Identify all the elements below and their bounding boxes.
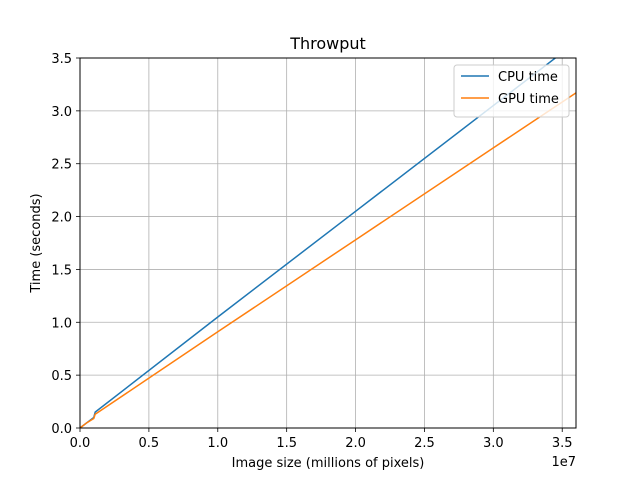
y-tick-label: 1.0 <box>51 316 72 331</box>
x-tick-label: 3.5 <box>552 436 573 451</box>
legend-label: CPU time <box>498 70 558 85</box>
legend-label: GPU time <box>498 92 559 107</box>
x-axis-label: Image size (millions of pixels) <box>232 456 425 471</box>
y-tick-label: 1.5 <box>51 263 72 278</box>
x-tick-label: 1.5 <box>276 436 297 451</box>
y-axis-ticks: 0.0 0.5 1.0 1.5 2.0 2.5 3.0 3.5 <box>51 52 80 437</box>
series-line-gpu-time <box>80 92 576 428</box>
grid <box>79 57 576 429</box>
x-tick-label: 0.5 <box>139 436 160 451</box>
x-tick-label: 1.0 <box>207 436 228 451</box>
x-axis-ticks: 0.0 0.5 1.0 1.5 2.0 2.5 3.0 3.5 <box>70 428 573 451</box>
x-tick-label: 0.0 <box>70 436 91 451</box>
y-tick-label: 3.0 <box>51 105 72 120</box>
legend: CPU time GPU time <box>453 64 570 118</box>
y-tick-label: 2.0 <box>51 211 72 226</box>
x-tick-label: 3.0 <box>483 436 504 451</box>
y-tick-label: 2.5 <box>51 158 72 173</box>
y-tick-label: 3.5 <box>51 52 72 67</box>
y-tick-label: 0.5 <box>51 369 72 384</box>
x-tick-label: 2.0 <box>345 436 366 451</box>
x-axis-offset-label: 1e7 <box>551 455 576 470</box>
legend-frame <box>453 64 570 118</box>
x-tick-label: 2.5 <box>414 436 435 451</box>
plot-frame <box>79 57 577 429</box>
chart-title: Throwput <box>289 34 366 53</box>
y-axis-label: Time (seconds) <box>29 193 44 293</box>
y-tick-label: 0.0 <box>51 422 72 437</box>
series-layer <box>80 58 576 428</box>
